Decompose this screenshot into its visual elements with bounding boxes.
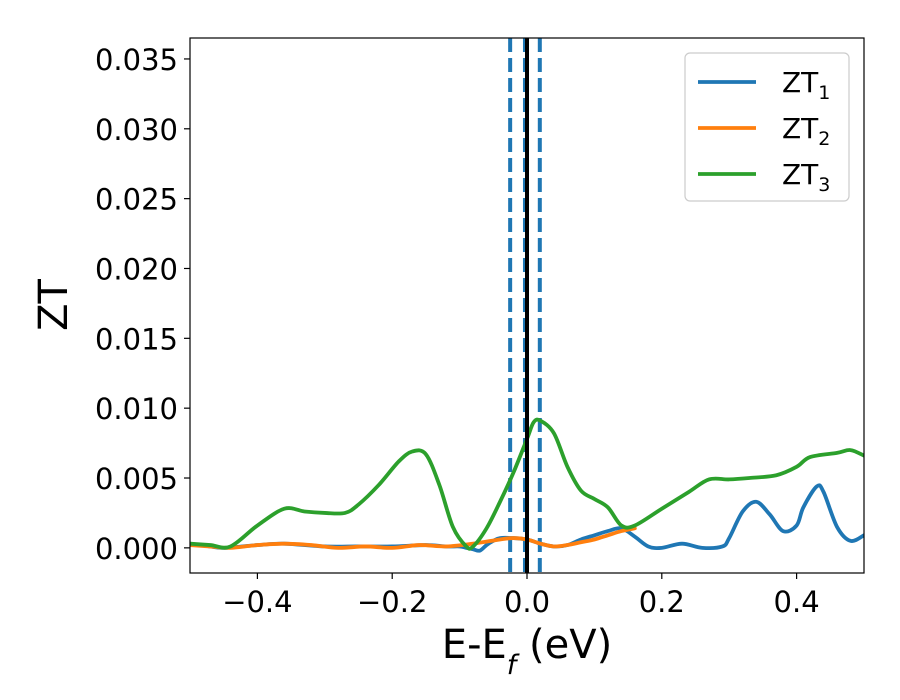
series-lines	[190, 38, 864, 573]
legend-label-3: ZT3	[782, 158, 830, 196]
y-tick-label: 0.030	[95, 113, 178, 147]
x-tick-label: 0.0	[504, 585, 550, 619]
y-tick-label: 0.000	[95, 532, 178, 566]
legend-label-1: ZT1	[782, 66, 830, 104]
x-tick-label: 0.4	[774, 585, 820, 619]
y-axis-title: ZT	[31, 279, 77, 331]
y-tick-label: 0.010	[95, 392, 178, 426]
x-tick-label: 0.2	[639, 585, 685, 619]
vertical-reference-lines	[508, 38, 542, 573]
y-axis-ticks: 0.000 0.005 0.010 0.015 0.020 0.025 0.030 0.035	[95, 43, 190, 566]
legend: ZT1 ZT2 ZT3	[684, 52, 850, 202]
legend-box	[684, 52, 850, 202]
y-tick-label: 0.025	[95, 183, 178, 217]
y-tick-label: 0.035	[95, 43, 178, 77]
legend-label-2: ZT2	[782, 112, 830, 150]
y-tick-label: 0.005	[95, 462, 178, 496]
x-axis-ticks: −0.4 −0.2 0.0 0.2 0.4	[222, 573, 820, 619]
y-tick-label: 0.015	[95, 322, 178, 356]
y-tick-label: 0.020	[95, 252, 178, 286]
x-tick-label: −0.2	[357, 585, 427, 619]
series-line-2	[190, 526, 637, 550]
x-tick-label: −0.4	[222, 585, 292, 619]
x-axis-title: E-Ef (eV)	[442, 622, 612, 681]
